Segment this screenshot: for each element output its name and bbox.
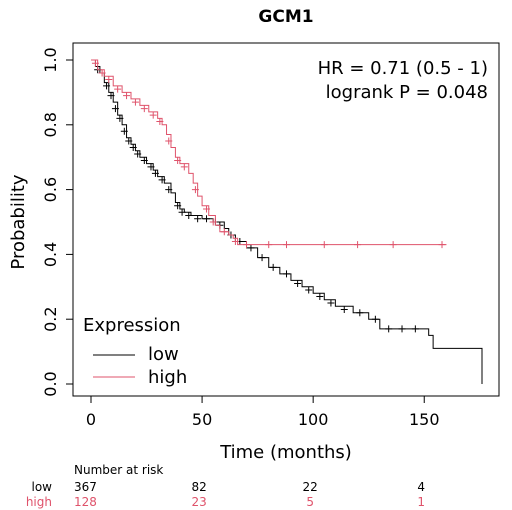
censor-mark-high: [91, 59, 99, 67]
censor-mark-low: [327, 299, 335, 307]
censor-mark-low: [165, 186, 173, 194]
censor-mark-high: [265, 241, 273, 249]
censor-mark-high: [438, 241, 446, 249]
risk-row-label-high: high: [26, 495, 52, 509]
censor-mark-low: [283, 270, 290, 278]
number-at-risk-table: Number at risk low 367 82 22 4 high 128 23 5 1: [26, 463, 425, 509]
censor-mark-low: [356, 309, 364, 317]
censor-mark-low: [398, 325, 406, 333]
risk-value-high: 128: [74, 495, 97, 509]
y-tick-label: 1.0: [41, 47, 60, 72]
censor-mark-low: [203, 215, 211, 223]
censor-mark-low: [120, 127, 128, 135]
censor-mark-low: [269, 263, 277, 271]
censor-mark-low: [103, 82, 111, 90]
x-tick-label: 150: [409, 410, 440, 429]
censor-mark-low: [305, 286, 313, 294]
x-tick-label: 50: [192, 410, 212, 429]
censor-mark-high: [243, 241, 251, 249]
censor-mark-high: [174, 156, 182, 164]
censor-mark-low: [129, 143, 137, 151]
censor-mark-low: [385, 325, 393, 333]
censor-mark-high: [231, 237, 239, 245]
censor-mark-high: [131, 98, 139, 106]
censor-mark-low: [134, 150, 142, 158]
risk-value-low: 22: [303, 480, 318, 494]
risk-row-label-low: low: [32, 480, 53, 494]
censor-mark-high: [203, 205, 211, 213]
risk-value-low: 367: [74, 480, 97, 494]
censor-mark-high: [209, 218, 217, 226]
x-axis: 0 50 100 150: [86, 395, 440, 429]
censor-mark-low: [111, 105, 119, 113]
y-axis-label: Probability: [8, 174, 29, 269]
curve-low: [91, 59, 483, 384]
censor-mark-low: [258, 254, 266, 262]
survival-curves: [91, 59, 483, 384]
chart-title: GCM1: [258, 7, 313, 27]
censor-mark-low: [411, 325, 419, 333]
x-tick-label: 100: [298, 410, 329, 429]
hazard-ratio-annotation: HR = 0.71 (0.5 - 1): [318, 58, 488, 79]
censor-mark-high: [105, 75, 113, 83]
censor-mark-high: [156, 118, 164, 126]
censor-mark-low: [151, 169, 159, 177]
censor-mark-high: [354, 241, 362, 249]
censor-mark-high: [320, 241, 328, 249]
censor-mark-high: [140, 105, 148, 113]
logrank-annotation: logrank P = 0.048: [326, 82, 488, 103]
y-tick-label: 0.2: [41, 306, 60, 331]
risk-table-title: Number at risk: [74, 463, 163, 477]
censor-mark-low: [125, 137, 133, 145]
curve-high: [91, 59, 447, 246]
y-axis: 0.0 0.2 0.4 0.6 0.8 1.0: [41, 47, 74, 397]
censor-mark-low: [140, 156, 148, 164]
censor-mark-high: [98, 69, 106, 77]
censor-mark-high: [180, 163, 188, 171]
censor-mark-high: [220, 228, 228, 236]
censor-mark-low: [107, 92, 115, 100]
censor-mark-high: [114, 85, 122, 93]
y-tick-label: 0.8: [41, 112, 60, 137]
x-tick-label: 0: [86, 410, 96, 429]
legend-title: Expression: [83, 315, 181, 336]
risk-value-high: 1: [417, 495, 425, 509]
risk-value-high: 5: [306, 495, 314, 509]
censor-mark-low: [158, 176, 166, 184]
censor-mark-high: [389, 241, 397, 249]
censor-mark-high: [123, 92, 131, 100]
censor-mark-low: [194, 215, 202, 223]
censor-mark-high: [191, 186, 199, 194]
risk-value-high: 23: [191, 495, 206, 509]
censor-mark-low: [178, 208, 186, 216]
censor-mark-low: [147, 163, 155, 171]
censor-mark-high: [165, 137, 173, 145]
censor-mark-low: [294, 280, 302, 288]
censor-mark-low: [340, 305, 348, 313]
risk-value-low: 4: [417, 480, 425, 494]
censor-mark-low: [116, 114, 124, 122]
risk-value-low: 82: [191, 480, 206, 494]
censor-mark-low: [174, 202, 182, 210]
legend-label-high: high: [148, 367, 187, 388]
y-tick-label: 0.4: [41, 242, 60, 267]
legend-label-low: low: [148, 344, 179, 365]
y-tick-label: 0.0: [41, 371, 60, 396]
legend: Expression low high: [83, 315, 187, 388]
censor-mark-high: [149, 111, 157, 119]
x-axis-label: Time (months): [219, 442, 352, 463]
censor-mark-high: [283, 241, 290, 249]
censor-mark-low: [247, 244, 255, 252]
censor-mark-low: [316, 293, 324, 301]
censor-mark-low: [185, 212, 193, 220]
censor-mark-low: [371, 315, 379, 323]
y-tick-label: 0.6: [41, 177, 60, 202]
